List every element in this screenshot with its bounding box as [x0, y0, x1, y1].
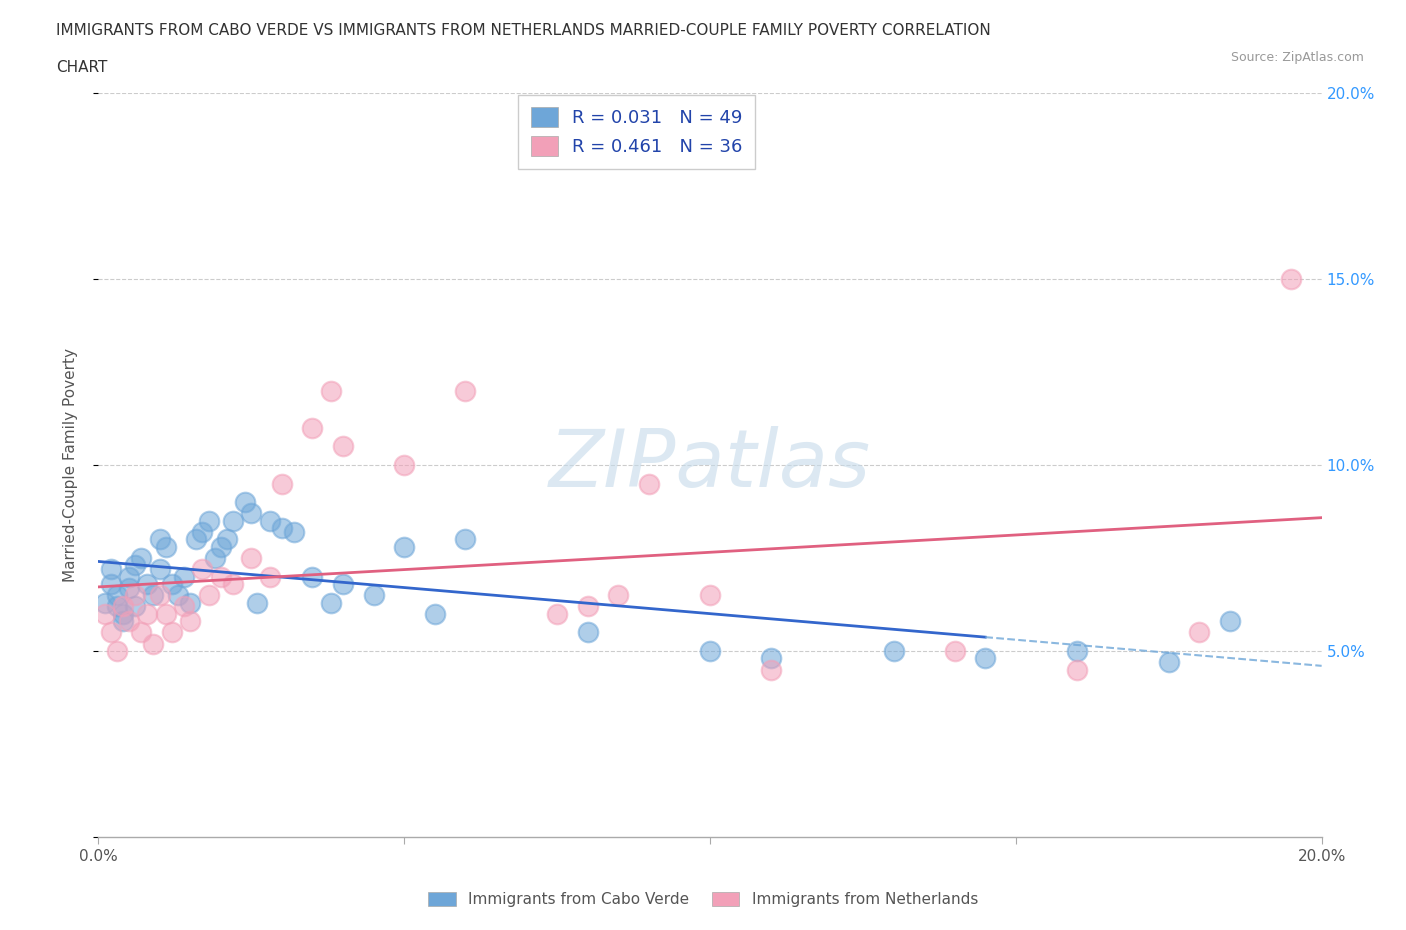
Point: [1066, 644, 1088, 658]
Point: [270, 476, 292, 491]
Point: [576, 599, 599, 614]
Point: [129, 625, 152, 640]
Point: [197, 588, 219, 603]
Point: [136, 577, 159, 591]
Text: Source: ZipAtlas.com: Source: ZipAtlas.com: [1230, 51, 1364, 64]
Point: [93, 606, 115, 621]
Point: [759, 662, 782, 677]
Point: [301, 569, 323, 584]
Point: [105, 644, 128, 658]
Point: [270, 521, 292, 536]
Point: [100, 625, 122, 640]
Point: [105, 599, 128, 614]
Point: [191, 562, 214, 577]
Point: [1188, 625, 1211, 640]
Point: [240, 551, 263, 565]
Point: [173, 569, 195, 584]
Point: [160, 625, 183, 640]
Point: [363, 588, 385, 603]
Point: [93, 595, 115, 610]
Point: [1219, 614, 1241, 629]
Legend: Immigrants from Cabo Verde, Immigrants from Netherlands: Immigrants from Cabo Verde, Immigrants f…: [422, 885, 984, 913]
Point: [222, 513, 245, 528]
Point: [283, 525, 305, 539]
Point: [319, 595, 342, 610]
Point: [209, 569, 232, 584]
Point: [883, 644, 905, 658]
Point: [546, 606, 568, 621]
Point: [111, 614, 134, 629]
Point: [699, 588, 721, 603]
Point: [974, 651, 997, 666]
Point: [136, 606, 159, 621]
Point: [392, 539, 416, 554]
Point: [1279, 272, 1302, 286]
Point: [607, 588, 630, 603]
Point: [759, 651, 782, 666]
Point: [423, 606, 446, 621]
Point: [191, 525, 214, 539]
Point: [332, 439, 354, 454]
Point: [259, 513, 281, 528]
Point: [259, 569, 281, 584]
Point: [118, 580, 141, 595]
Point: [576, 625, 599, 640]
Point: [1066, 662, 1088, 677]
Point: [246, 595, 269, 610]
Point: [149, 562, 172, 577]
Point: [129, 551, 152, 565]
Point: [209, 539, 232, 554]
Point: [155, 606, 177, 621]
Point: [197, 513, 219, 528]
Point: [100, 562, 122, 577]
Point: [100, 577, 122, 591]
Point: [301, 420, 323, 435]
Point: [454, 532, 477, 547]
Legend: R = 0.031   N = 49, R = 0.461   N = 36: R = 0.031 N = 49, R = 0.461 N = 36: [517, 95, 755, 168]
Point: [222, 577, 245, 591]
Point: [118, 614, 141, 629]
Point: [332, 577, 354, 591]
Point: [155, 539, 177, 554]
Point: [124, 599, 146, 614]
Point: [392, 458, 416, 472]
Point: [699, 644, 721, 658]
Point: [167, 588, 190, 603]
Point: [142, 588, 165, 603]
Y-axis label: Married-Couple Family Poverty: Married-Couple Family Poverty: [63, 348, 77, 582]
Point: [454, 383, 477, 398]
Point: [118, 569, 141, 584]
Point: [215, 532, 238, 547]
Point: [1157, 655, 1180, 670]
Point: [111, 606, 134, 621]
Point: [124, 558, 146, 573]
Point: [179, 614, 201, 629]
Point: [179, 595, 201, 610]
Text: ZIPatlas: ZIPatlas: [548, 426, 872, 504]
Text: CHART: CHART: [56, 60, 108, 75]
Point: [943, 644, 966, 658]
Point: [160, 577, 183, 591]
Point: [204, 551, 226, 565]
Point: [233, 495, 256, 510]
Point: [124, 588, 146, 603]
Point: [186, 532, 208, 547]
Point: [173, 599, 195, 614]
Point: [240, 506, 263, 521]
Point: [105, 588, 128, 603]
Point: [319, 383, 342, 398]
Point: [149, 588, 172, 603]
Point: [149, 532, 172, 547]
Text: IMMIGRANTS FROM CABO VERDE VS IMMIGRANTS FROM NETHERLANDS MARRIED-COUPLE FAMILY : IMMIGRANTS FROM CABO VERDE VS IMMIGRANTS…: [56, 23, 991, 38]
Point: [111, 599, 134, 614]
Point: [142, 636, 165, 651]
Point: [637, 476, 661, 491]
